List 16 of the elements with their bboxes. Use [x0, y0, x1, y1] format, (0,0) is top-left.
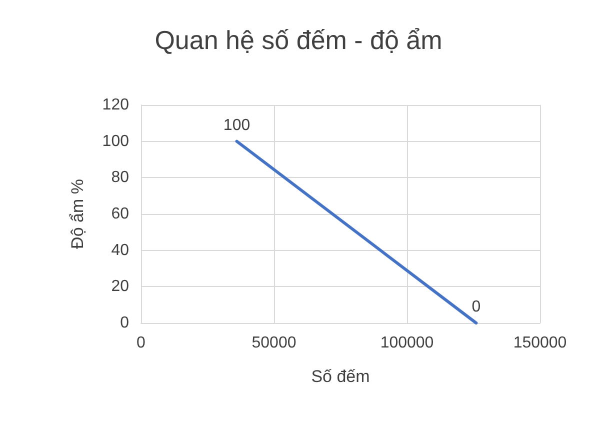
y-tick-label: 80 [111, 169, 130, 186]
y-tick-label: 0 [120, 314, 130, 332]
chart-title: Quan hệ số đếm - độ ẩm [154, 25, 442, 55]
x-tick-label: 150000 [513, 334, 567, 352]
x-tick-label: 100000 [380, 334, 434, 352]
y-tick-label: 60 [111, 206, 130, 222]
y-tick-label: 20 [111, 278, 130, 296]
y-tick-label: 40 [111, 242, 130, 259]
x-axis-title: Số đếm [311, 367, 370, 386]
y-tick-label: 100 [102, 132, 130, 150]
y-tick-label: 120 [102, 96, 130, 114]
x-tick-label: 0 [136, 334, 146, 352]
x-tick-label: 50000 [252, 334, 296, 352]
data-label: 0 [472, 298, 481, 316]
y-axis-title: Độ ẩm % [68, 179, 87, 249]
data-label: 100 [223, 116, 250, 134]
